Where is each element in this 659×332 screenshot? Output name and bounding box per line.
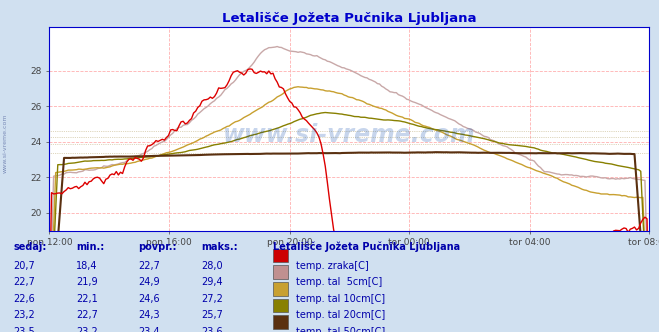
Text: 27,2: 27,2 (201, 294, 223, 304)
Text: 24,3: 24,3 (138, 310, 160, 320)
Text: 22,7: 22,7 (76, 310, 98, 320)
Text: temp. tal  5cm[C]: temp. tal 5cm[C] (296, 277, 382, 287)
Bar (273, 282, 288, 296)
Bar (273, 315, 288, 329)
Text: 25,7: 25,7 (201, 310, 223, 320)
Text: Letališče Jožeta Pučnika Ljubljana: Letališče Jožeta Pučnika Ljubljana (273, 242, 461, 252)
Text: 20,7: 20,7 (13, 261, 35, 271)
Text: 22,7: 22,7 (13, 277, 35, 287)
Text: 23,6: 23,6 (201, 327, 223, 332)
Text: sedaj:: sedaj: (13, 242, 47, 252)
Text: temp. tal 20cm[C]: temp. tal 20cm[C] (296, 310, 385, 320)
Bar (273, 299, 288, 312)
Text: temp. zraka[C]: temp. zraka[C] (296, 261, 368, 271)
Text: temp. tal 10cm[C]: temp. tal 10cm[C] (296, 294, 385, 304)
Text: 22,6: 22,6 (13, 294, 35, 304)
Text: www.si-vreme.com: www.si-vreme.com (223, 123, 476, 147)
Text: 24,9: 24,9 (138, 277, 160, 287)
Text: maks.:: maks.: (201, 242, 238, 252)
Text: 23,2: 23,2 (13, 310, 35, 320)
Text: 29,4: 29,4 (201, 277, 223, 287)
Text: min.:: min.: (76, 242, 104, 252)
Text: temp. tal 50cm[C]: temp. tal 50cm[C] (296, 327, 385, 332)
Text: 23,2: 23,2 (76, 327, 98, 332)
Text: 22,1: 22,1 (76, 294, 98, 304)
Text: 24,6: 24,6 (138, 294, 160, 304)
Text: 23,4: 23,4 (138, 327, 160, 332)
Bar (273, 249, 288, 263)
Text: 28,0: 28,0 (201, 261, 223, 271)
Text: 22,7: 22,7 (138, 261, 160, 271)
Text: 18,4: 18,4 (76, 261, 98, 271)
Text: 23,5: 23,5 (13, 327, 35, 332)
Text: povpr.:: povpr.: (138, 242, 177, 252)
Text: www.si-vreme.com: www.si-vreme.com (3, 113, 8, 173)
Bar (273, 265, 288, 279)
Title: Letališče Jožeta Pučnika Ljubljana: Letališče Jožeta Pučnika Ljubljana (222, 12, 476, 25)
Text: 21,9: 21,9 (76, 277, 98, 287)
